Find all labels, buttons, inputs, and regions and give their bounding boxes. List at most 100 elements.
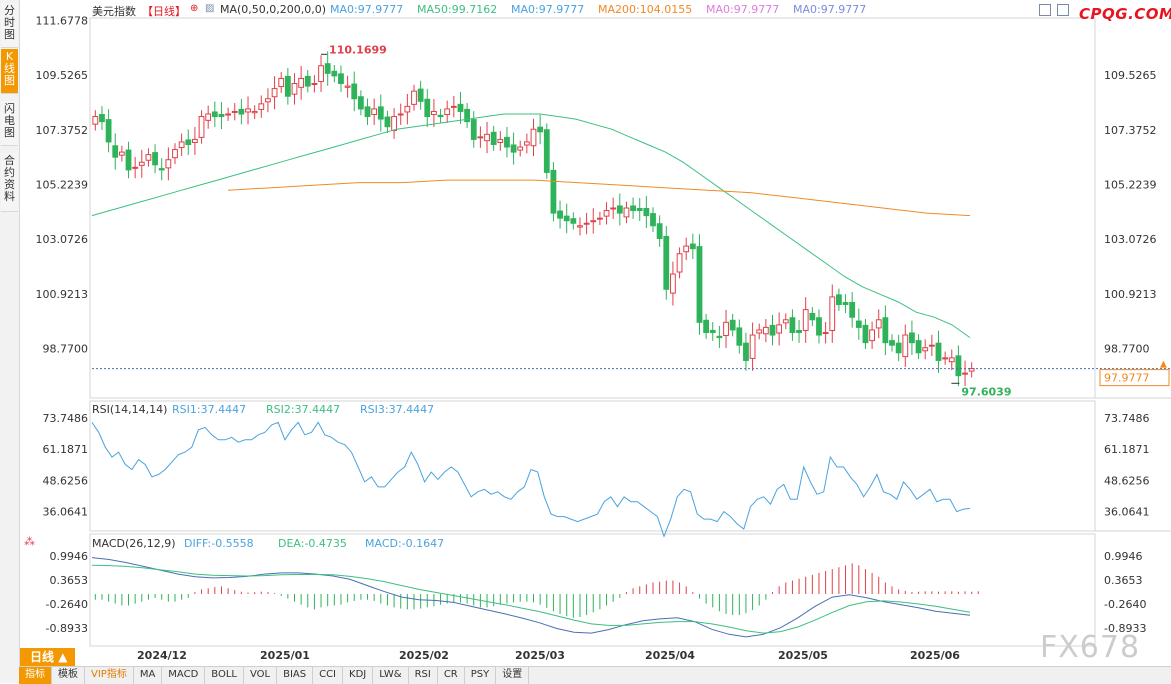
candle-up [683,245,690,253]
candle-up [444,108,451,116]
low-annotation: 97.6039 [961,385,1011,398]
candle-down [809,312,816,321]
toolbar-item[interactable]: 指标 [19,667,52,684]
candle-up [928,344,935,347]
rsi-y-tick-right: 36.0641 [1104,505,1150,518]
candle-down [510,144,517,153]
candle-up [411,90,417,105]
candle-down [152,152,158,166]
toolbar-item[interactable]: LW& [373,667,409,684]
panel-frame [89,17,1096,399]
candle-up [344,85,351,88]
toolbar-item[interactable]: BOLL [205,667,244,684]
candle-down [935,342,942,361]
toolbar-item[interactable]: BIAS [277,667,314,684]
rsi-y-tick-right: 73.7486 [1104,412,1150,425]
candle-down [889,340,895,346]
candle-up [922,347,929,352]
x-tick-label: 2025/05 [778,649,828,662]
x-tick-label: 2025/01 [260,649,310,662]
toolbar-item[interactable]: RSI [409,667,438,684]
macd-y-tick-right: 0.3653 [1104,574,1143,587]
toolbar-item[interactable]: 设置 [496,667,530,684]
candle-down [796,329,802,333]
candle-up [523,141,530,146]
candle-up [477,136,484,139]
ma-legend-item: MA200:104.0155 [598,3,693,16]
x-tick-label: 2025/06 [910,649,960,662]
instrument-name: 美元指数 [92,5,136,18]
toolbar-item[interactable]: PSY [465,667,497,684]
toolbar-item[interactable]: CCI [313,667,344,684]
candle-down [550,169,557,214]
toolbar-item[interactable]: MA [134,667,163,684]
toolbar-item[interactable]: 模板 [52,667,85,684]
zoom-in-icon[interactable] [1039,4,1051,16]
candle-up [610,207,617,210]
candle-down [364,106,371,118]
candle-up [623,207,630,218]
toolbar-item[interactable]: CR [438,667,465,684]
gear-icon[interactable]: ⊕ [190,3,199,14]
rsi-y-tick-left: 36.0641 [43,505,89,518]
candle-up [829,296,836,331]
toolbar-item[interactable]: VIP指标 [85,667,134,684]
chart-settings-icon[interactable]: ▨ [205,3,215,14]
candle-up [676,253,683,273]
candle-up [902,334,909,358]
candle-down [716,335,723,339]
zoom-out-icon[interactable] [1057,4,1069,16]
macd-y-tick-right: 0.9946 [1104,550,1143,563]
candle-down [557,210,563,219]
candle-down [437,114,444,118]
candle-up [225,113,232,116]
candle-up [822,331,829,334]
candle-up [577,225,583,228]
toolbar-item[interactable]: MACD [162,667,206,684]
candle-down [490,131,497,145]
ma-legend-item: MA0:97.9777 [793,3,867,16]
y-tick-label-right: 98.7700 [1104,342,1150,355]
candle-up [802,309,809,331]
macd-legend-item: DEA:-0.4735 [278,537,347,550]
candle-up [245,108,251,113]
tab-timeshare[interactable]: 分时图 [1,3,18,48]
indicator-icon: ⁂ [24,535,35,548]
candle-down [636,208,643,212]
toolbar-item[interactable]: KDJ [343,667,374,684]
tab-contract-info[interactable]: 合约资料 [1,153,18,212]
period-selector[interactable]: 日线 ▲ [20,648,75,666]
tab-kline[interactable]: K线图 [1,49,18,94]
ma-params: MA(0,50,0,200,0,0) [220,3,327,16]
tab-lightning[interactable]: 闪电图 [1,101,18,146]
candle-down [417,88,424,102]
candle-up [869,329,875,342]
candle-down [882,317,889,344]
candle-down [563,215,570,222]
y-tick-label-left: 111.6778 [36,15,89,28]
candle-down [112,145,119,158]
candle-up [942,357,949,360]
toolbar-item[interactable]: VOL [244,667,278,684]
candle-down [955,355,962,377]
candle-up [670,273,676,294]
candle-up [138,161,145,166]
candle-up [198,116,205,138]
candle-up [118,151,125,156]
candle-down [663,235,670,290]
candle-down [703,319,710,333]
candle-down [125,149,132,171]
candle-up [291,83,298,95]
candle-up [311,83,318,86]
rsi-y-tick-left: 61.1871 [43,443,89,456]
candle-up [590,220,597,223]
candle-up [782,319,789,324]
candle-down [537,126,544,133]
candle-down [650,213,656,227]
panel-frame [89,400,1096,532]
candle-down [464,108,471,123]
candle-down [384,116,391,128]
rsi-y-tick-left: 73.7486 [43,412,89,425]
candle-up [92,116,99,125]
